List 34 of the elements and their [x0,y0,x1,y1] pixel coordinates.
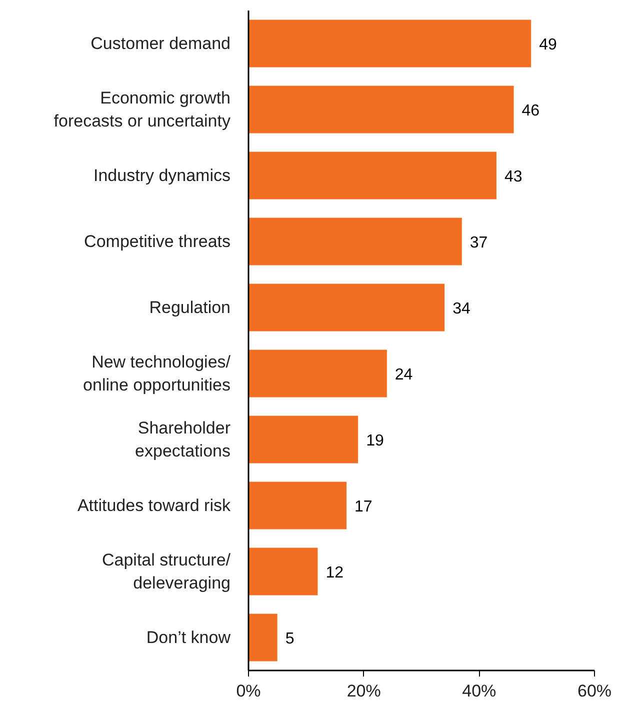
x-tick-label: 0% [236,682,261,700]
bar [248,86,514,134]
y-tick-label: Regulation [149,298,230,317]
y-tick-label: Attitudes toward risk [77,496,231,515]
data-label: 46 [522,102,540,120]
x-tick-label: 60% [577,682,612,700]
data-label: 12 [326,564,344,582]
y-tick-label: Shareholder expectations [135,418,231,460]
y-tick-label: Industry dynamics [94,166,231,185]
bar [248,350,387,398]
x-tick-label: 40% [462,682,496,700]
data-label: 34 [452,300,470,318]
bar [248,482,347,530]
data-label: 24 [394,366,413,384]
data-label: 19 [366,432,384,450]
bar [248,218,462,266]
bar [248,614,278,662]
data-label: 37 [470,234,488,252]
y-tick-label: Don’t know [146,628,232,647]
y-tick-label: Economic growth forecasts or uncertainty [54,88,231,130]
data-label: 43 [504,168,522,186]
y-tick-label: New technologies/ online opportunities [83,352,231,394]
y-tick-label: Customer demand [90,34,230,53]
x-tick-label: 20% [346,682,381,700]
bar [248,152,496,200]
data-label: 17 [354,498,372,516]
y-tick-label: Competitive threats [84,232,230,251]
bar [248,416,358,464]
bar [248,548,318,596]
bar [248,284,445,332]
data-label: 49 [539,36,557,54]
data-label: 5 [285,630,294,648]
y-tick-label: Capital structure/ deleveraging [102,550,231,592]
bar [248,20,532,68]
